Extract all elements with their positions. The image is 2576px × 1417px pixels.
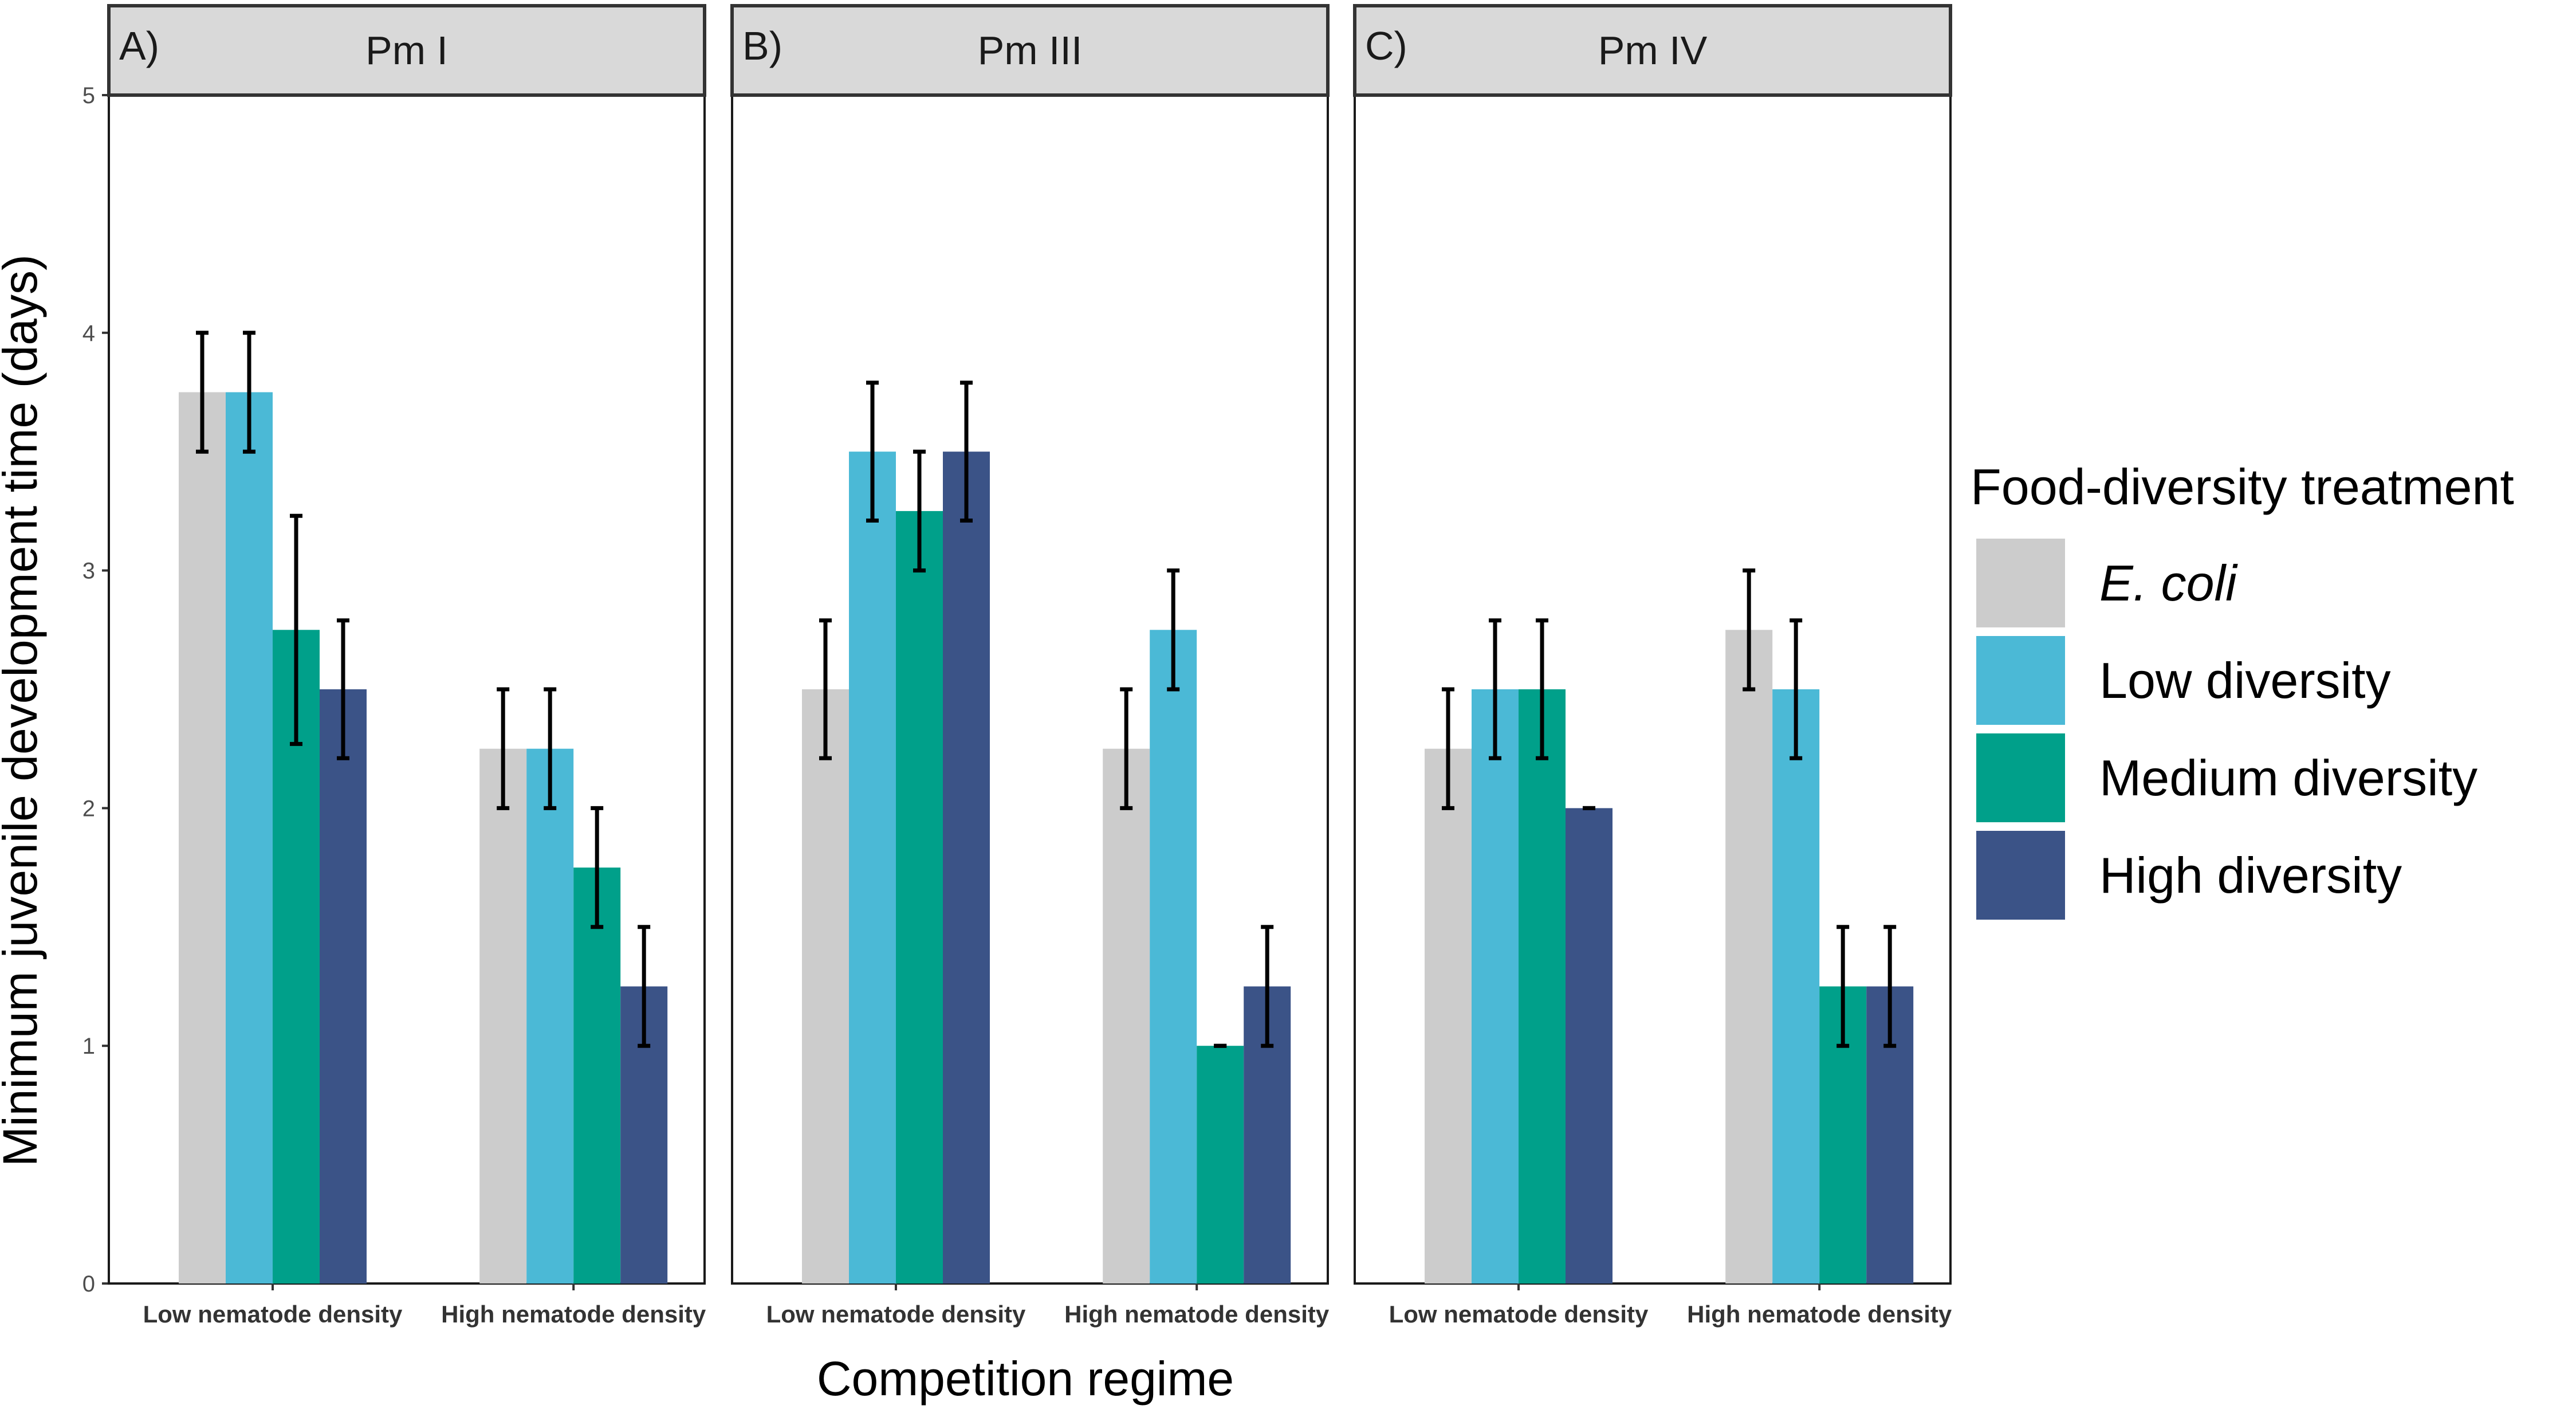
legend-key-high-diversity: [1976, 831, 2065, 920]
panels: Low nematode density High nematode densit…: [107, 4, 1952, 1328]
bar-e-coli: [179, 392, 226, 1283]
panel-strip: [730, 4, 1330, 97]
bar-low-diversity: [1772, 689, 1820, 1283]
x-tick-label: Low nematode density: [1389, 1301, 1649, 1328]
bar-low-diversity: [526, 748, 574, 1283]
bar-high-diversity: [320, 689, 367, 1283]
panel-title: Pm I: [365, 28, 448, 73]
legend-label: E. coli: [2099, 555, 2238, 611]
bar-high-diversity: [1566, 808, 1613, 1283]
y-axis: 0 1 2 3 4 5: [82, 83, 109, 1297]
x-tick-label: High nematode density: [1687, 1301, 1952, 1328]
x-tick-label: High nematode density: [1064, 1301, 1330, 1328]
bar-low-diversity: [226, 392, 273, 1283]
legend-key-low-diversity: [1976, 636, 2065, 725]
y-tick-label: 2: [82, 796, 95, 821]
bar-low-diversity: [1472, 689, 1519, 1283]
bar-medium-diversity: [573, 868, 621, 1283]
bar-e-coli: [1725, 630, 1773, 1283]
bar-medium-diversity: [1519, 689, 1566, 1283]
bar-medium-diversity: [1197, 1046, 1244, 1283]
legend-label: Low diversity: [2099, 652, 2391, 709]
bar-e-coli: [1103, 748, 1150, 1283]
x-tick-label: Low nematode density: [143, 1301, 403, 1328]
panel-strip: [1353, 4, 1952, 97]
panel-strip: [107, 4, 706, 97]
y-tick-label: 1: [82, 1034, 95, 1059]
bar-e-coli: [1425, 748, 1472, 1283]
bar-medium-diversity: [896, 511, 943, 1283]
x-tick-label: High nematode density: [441, 1301, 706, 1328]
y-axis-title: Minimum juvenile development time (days): [0, 254, 47, 1167]
bar-e-coli: [802, 689, 849, 1283]
x-axis-title: Competition regime: [817, 1352, 1234, 1406]
panel-title: Pm III: [978, 28, 1083, 73]
x-tick-label: Low nematode density: [766, 1301, 1026, 1328]
legend-title: Food-diversity treatment: [1971, 458, 2514, 515]
bar-low-diversity: [849, 452, 896, 1284]
y-tick-label: 4: [82, 321, 95, 346]
y-tick-label: 3: [82, 559, 95, 584]
legend: Food-diversity treatment E. coli Low diver…: [1971, 458, 2514, 920]
bar-high-diversity: [943, 452, 990, 1284]
panel-tag: A): [119, 23, 159, 68]
legend-key-e-coli: [1976, 539, 2065, 627]
bar-e-coli: [479, 748, 527, 1283]
panel-title: Pm IV: [1598, 28, 1708, 73]
legend-label: Medium diversity: [2099, 749, 2477, 806]
legend-key-medium-diversity: [1976, 733, 2065, 822]
y-tick-label: 5: [82, 83, 95, 108]
panel-3: Low nematode density High nematode densit…: [1353, 4, 1952, 1328]
y-tick-label: 0: [82, 1271, 95, 1297]
panel-1: Low nematode density High nematode densit…: [107, 4, 706, 1328]
panel-2: Low nematode density High nematode densit…: [730, 4, 1330, 1328]
panel-tag: C): [1365, 23, 1407, 68]
bar-low-diversity: [1150, 630, 1197, 1283]
legend-label: High diversity: [2099, 847, 2402, 904]
panel-tag: B): [742, 23, 782, 68]
